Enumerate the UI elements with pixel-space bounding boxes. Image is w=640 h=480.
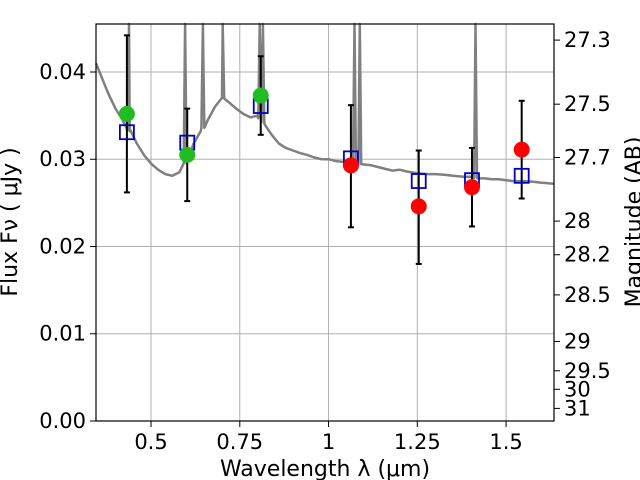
y2-tick-label: 31 — [564, 396, 591, 420]
data-markers — [118, 87, 530, 215]
grid-lines — [96, 24, 554, 422]
y-axis-label: Flux Fν ( μJy ) — [0, 147, 23, 296]
model-square-marker — [118, 124, 135, 141]
y-axis-ticks: 0.00 0.01 0.02 0.03 0.04 — [39, 60, 96, 433]
y-tick-label: 0.03 — [39, 147, 86, 171]
y2-tick-label: 29 — [564, 329, 591, 353]
observed-flux-point — [463, 179, 480, 196]
observed-flux-point — [118, 105, 135, 122]
y-tick-label: 0.04 — [39, 60, 86, 84]
observed-flux-point — [410, 198, 427, 215]
x-tick-label: 0.5 — [134, 430, 167, 454]
y2-tick-label: 28.2 — [564, 243, 611, 267]
y2-tick-label: 30 — [564, 377, 591, 401]
y-tick-label: 0.01 — [39, 322, 86, 346]
model-square-marker — [513, 167, 530, 184]
template-spectrum — [94, 22, 555, 185]
y2-tick-label: 27.3 — [564, 28, 611, 52]
x-tick-label: 0.75 — [216, 430, 263, 454]
y2-tick-label: 28.5 — [564, 283, 611, 307]
model-square-marker — [410, 173, 427, 189]
y2-tick-label: 28 — [564, 209, 591, 233]
observed-flux-point — [179, 146, 196, 163]
y2-axis-label: Magnitude (AB) — [622, 137, 640, 308]
y2-tick-label: 27.5 — [564, 92, 611, 116]
observed-flux-point — [252, 87, 269, 104]
y-tick-label: 0.00 — [39, 409, 86, 433]
observed-flux-point — [342, 157, 359, 174]
x-tick-label: 1 — [322, 430, 335, 454]
template-spectrum-line — [94, 22, 555, 185]
y2-tick-label: 27.7 — [564, 145, 611, 169]
x-tick-label: 1.5 — [489, 430, 522, 454]
y-tick-label: 0.02 — [39, 234, 86, 258]
observed-flux-point — [513, 141, 530, 158]
x-tick-label: 1.25 — [394, 430, 441, 454]
x-axis-label: Wavelength λ (μm) — [220, 457, 430, 480]
y2-tick-label: 29.5 — [564, 359, 611, 383]
plot-frame — [95, 23, 555, 422]
x-axis-ticks: 0.5 0.75 1 1.25 1.5 — [134, 421, 523, 454]
